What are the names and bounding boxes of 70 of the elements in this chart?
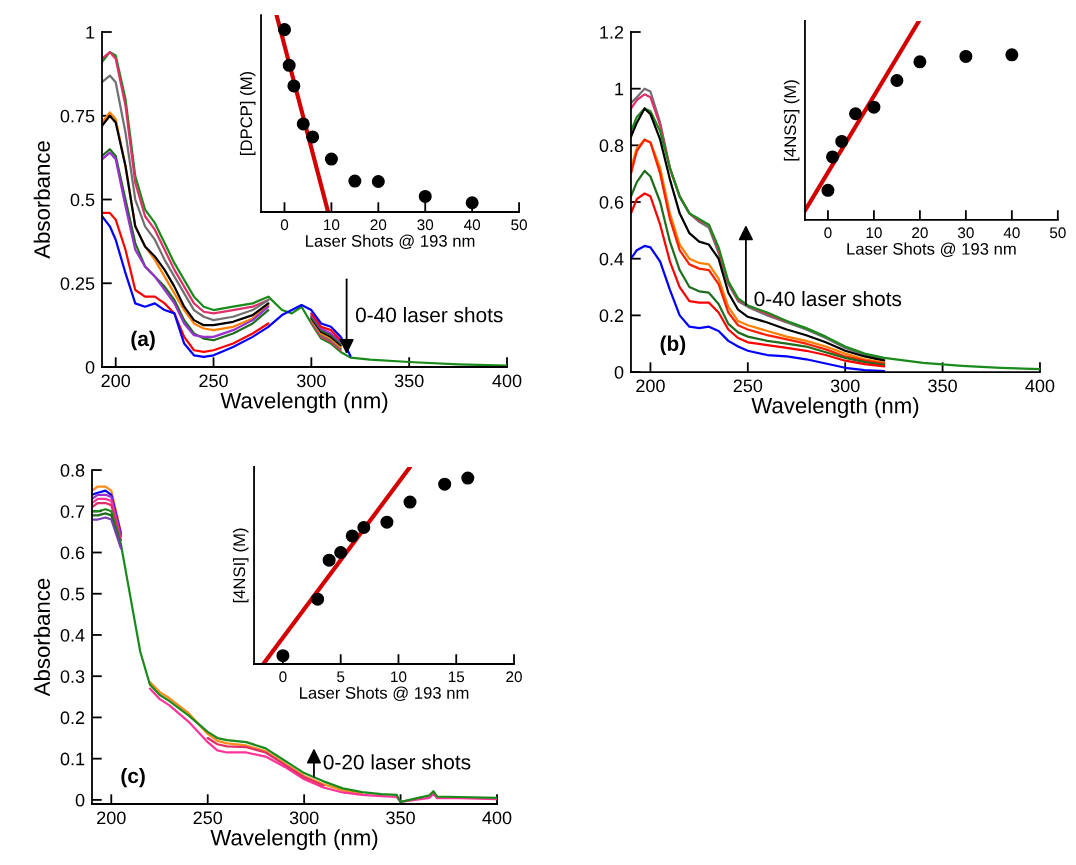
x-tick-label: 20 — [506, 671, 522, 683]
x-tick-label: 10 — [391, 671, 407, 683]
y-tick-label: 1.2 — [600, 25, 624, 39]
y-tick-label: 0.1 — [60, 752, 85, 766]
y-axis-title: [DPCP] (M) — [239, 71, 256, 155]
x-tick-label: 400 — [492, 374, 522, 388]
y-tick-label: 0 — [85, 360, 95, 374]
x-tick-label: 20 — [912, 227, 928, 239]
x-tick-label: 15 — [448, 671, 465, 683]
y-tick-label: 0 — [614, 365, 624, 379]
annotation: (a) — [131, 330, 155, 351]
x-tick-label: 30 — [417, 219, 434, 231]
y-tick-label: 0.8 — [60, 463, 85, 477]
annotation: (c) — [121, 767, 145, 788]
y-tick-label: 0.75 — [60, 109, 95, 123]
y-axis-title: [4NSS] (M) — [783, 80, 800, 161]
x-tick-label: 50 — [1049, 227, 1066, 239]
x-axis-title: Laser Shots @ 193 nm — [306, 234, 475, 249]
y-axis-title: Absorbance — [33, 141, 50, 259]
y-tick-label: 0.2 — [599, 309, 624, 323]
y-tick-label: 0.3 — [60, 670, 85, 683]
annotation: 0-40 laser shots — [754, 290, 902, 307]
x-tick-label: 350 — [394, 374, 424, 388]
y-tick-label: 0.8 — [599, 139, 624, 153]
y-tick-label: 0.4 — [60, 628, 85, 642]
x-tick-label: 250 — [193, 811, 223, 825]
y-tick-label: 0.7 — [60, 505, 85, 518]
x-tick-label: 300 — [289, 811, 319, 825]
x-tick-label: 350 — [928, 379, 957, 393]
y-axis-title: [4NSI] (M) — [232, 528, 249, 603]
y-tick-label: 0.6 — [60, 546, 85, 560]
x-tick-label: 5 — [337, 671, 345, 683]
x-tick-label: 20 — [370, 219, 387, 231]
x-axis-title: Laser Shots @ 193 nm — [300, 686, 469, 701]
x-axis-title: Wavelength (nm) — [751, 397, 919, 418]
annotation: 0-40 laser shots — [355, 307, 503, 323]
x-tick-label: 40 — [464, 219, 481, 231]
y-tick-label: 0.2 — [60, 711, 85, 725]
y-tick-label: 0.6 — [599, 195, 624, 209]
x-tick-label: 400 — [1025, 379, 1055, 393]
x-tick-label: 250 — [199, 374, 228, 388]
x-tick-label: 0 — [280, 219, 289, 231]
y-axis-title: Absorbance — [33, 578, 51, 697]
x-tick-label: 300 — [830, 379, 860, 393]
y-tick-label: 1 — [86, 26, 95, 39]
y-tick-label: 0 — [75, 793, 85, 807]
x-tick-label: 200 — [636, 379, 665, 393]
x-tick-label: 10 — [324, 219, 340, 231]
y-tick-label: 0.5 — [60, 587, 85, 601]
x-tick-label: 350 — [386, 811, 415, 825]
y-tick-label: 0.25 — [60, 277, 95, 290]
x-tick-label: 40 — [1003, 227, 1020, 239]
x-tick-label: 0 — [824, 227, 832, 239]
y-tick-label: 0.4 — [599, 252, 624, 266]
x-tick-label: 400 — [482, 811, 512, 825]
x-tick-label: 50 — [511, 219, 527, 231]
annotation: (b) — [660, 335, 686, 356]
x-tick-label: 200 — [101, 374, 131, 388]
x-tick-label: 250 — [733, 379, 763, 393]
x-tick-label: 300 — [296, 374, 326, 388]
x-tick-label: 0 — [279, 671, 287, 683]
annotation: 0-20 laser shots — [323, 754, 471, 770]
x-tick-label: 30 — [957, 227, 974, 239]
x-axis-title: Wavelength (nm) — [220, 392, 388, 413]
y-tick-label: 1 — [615, 82, 624, 96]
x-tick-label: 200 — [97, 811, 126, 825]
x-axis-title: Wavelength (nm) — [210, 829, 378, 850]
x-axis-title: Laser Shots @ 193 nm — [847, 242, 1016, 257]
y-tick-label: 0.5 — [70, 193, 95, 207]
x-tick-label: 10 — [866, 227, 882, 239]
